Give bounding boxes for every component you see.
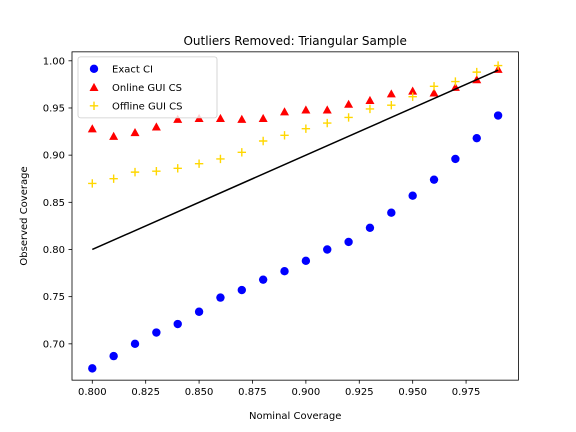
series-offline-gui-cs [88, 61, 503, 188]
x-tick-label: 0.850 [185, 387, 214, 398]
axes-frame [71, 51, 519, 381]
data-point [408, 191, 417, 200]
data-point [408, 86, 418, 95]
data-point [152, 166, 161, 176]
y-axis-label: Observed Coverage [19, 166, 30, 265]
legend-marker [89, 101, 99, 111]
y-tick-label: 0.80 [43, 245, 65, 256]
data-point [451, 154, 460, 164]
data-point [152, 328, 161, 337]
data-point [429, 82, 439, 91]
data-point [344, 237, 353, 247]
y-tick-label: 0.85 [43, 198, 65, 209]
data-point [451, 77, 460, 86]
y-tick-label: 0.70 [43, 339, 65, 350]
data-point [109, 174, 118, 183]
legend-label: Offline GUI CS [112, 101, 183, 112]
data-point [237, 114, 247, 123]
x-tick-label: 0.900 [292, 387, 321, 398]
x-tick-label: 0.800 [78, 387, 107, 398]
data-point [301, 105, 311, 114]
data-point [323, 118, 332, 128]
plot-area [87, 61, 503, 373]
data-point [429, 88, 439, 97]
data-point [173, 319, 182, 329]
series-online-gui-cs [87, 64, 503, 140]
data-point [109, 351, 118, 361]
data-point [344, 113, 353, 122]
data-point [493, 61, 503, 70]
data-point [88, 364, 97, 373]
data-point [258, 113, 268, 122]
data-point [323, 245, 332, 254]
data-point [387, 208, 396, 217]
data-point [280, 131, 289, 140]
data-point [280, 266, 289, 276]
data-point [130, 128, 140, 137]
data-point [365, 223, 375, 232]
data-point [130, 167, 140, 177]
data-point [130, 339, 140, 349]
data-point [215, 113, 225, 122]
data-point [88, 179, 97, 188]
chart-title: Outliers Removed: Triangular Sample [183, 34, 406, 48]
legend: Exact CI Online GUI CS Offline GUI CS [77, 56, 218, 119]
data-point [216, 154, 225, 164]
data-point [237, 148, 247, 157]
y-tick-label: 1.00 [43, 56, 65, 67]
x-axis-label: Nominal Coverage [249, 411, 341, 422]
legend-box [77, 56, 218, 119]
data-point [194, 159, 204, 168]
data-point [173, 114, 183, 123]
data-point [493, 111, 503, 120]
y-tick-label: 0.95 [43, 103, 65, 114]
legend-label: Exact CI [112, 64, 153, 75]
data-point [151, 122, 161, 131]
data-point [408, 92, 417, 101]
y-tick-label: 0.90 [43, 151, 65, 162]
x-tick-label: 0.950 [398, 387, 427, 398]
data-point [301, 256, 311, 266]
x-tick-label: 0.825 [131, 387, 160, 398]
data-point [173, 164, 182, 173]
data-point [280, 107, 290, 116]
data-point [472, 67, 481, 77]
legend-marker [89, 82, 99, 91]
data-point [109, 131, 119, 140]
reference-line [91, 69, 499, 251]
data-point [387, 100, 396, 110]
x-tick-label: 0.975 [452, 387, 481, 398]
y-tick-label: 0.75 [43, 292, 65, 303]
axis-ticks: 0.800 0.825 0.850 0.875 0.900 0.925 0.950 0.975… [43, 56, 481, 398]
data-point [472, 133, 481, 143]
data-point [258, 275, 268, 284]
data-point [429, 175, 439, 184]
data-point [322, 105, 332, 114]
data-point [301, 124, 311, 133]
data-point [365, 104, 375, 114]
data-point [365, 95, 375, 105]
x-tick-label: 0.875 [238, 387, 267, 398]
legend-label: Online GUI CS [112, 83, 182, 94]
data-point [237, 285, 247, 295]
data-point [386, 89, 396, 98]
data-point [258, 136, 268, 146]
series-exact-ci [88, 111, 503, 373]
data-point [194, 307, 204, 316]
x-tick-label: 0.925 [345, 387, 374, 398]
data-point [216, 293, 225, 302]
legend-marker [89, 64, 99, 74]
data-point [344, 99, 354, 108]
data-point [87, 124, 97, 133]
